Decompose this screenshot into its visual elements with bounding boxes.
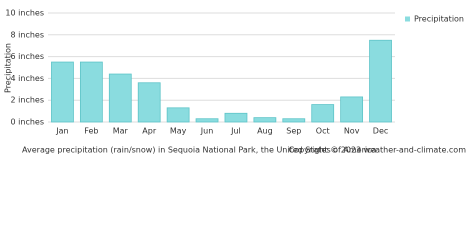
x-tick-label: Jan bbox=[55, 127, 68, 136]
x-tick-label: Nov bbox=[344, 127, 360, 136]
legend-swatch bbox=[405, 16, 410, 22]
y-tick-label: 10 inches bbox=[5, 9, 44, 18]
copyright: Copyright © 2023 weather-and-climate.com bbox=[289, 146, 467, 155]
x-tick-label: Oct bbox=[316, 127, 330, 136]
bar bbox=[51, 61, 74, 123]
legend-label: Precipitation bbox=[414, 15, 464, 24]
y-tick-label: 8 inches bbox=[11, 30, 44, 39]
y-axis-label: Precipitation bbox=[4, 43, 13, 93]
chart: Precipitation Average precipitation (rai… bbox=[4, 9, 467, 155]
bar bbox=[108, 73, 132, 123]
x-tick-label: Jul bbox=[230, 127, 241, 136]
bar bbox=[282, 118, 306, 123]
y-tick-label: 6 inches bbox=[11, 52, 44, 61]
y-tick-label: 4 inches bbox=[11, 74, 44, 83]
bar bbox=[166, 107, 190, 123]
x-tick-label: Dec bbox=[373, 127, 388, 136]
x-tick-label: Mar bbox=[113, 127, 129, 136]
x-tick-label: Sep bbox=[286, 127, 301, 136]
x-tick-label: Apr bbox=[142, 127, 157, 136]
chart-title: Average precipitation (rain/snow) in Seq… bbox=[22, 146, 377, 155]
bar bbox=[340, 96, 364, 123]
bar bbox=[311, 104, 335, 123]
x-tick-label: Aug bbox=[257, 127, 273, 136]
bar bbox=[369, 39, 392, 123]
bar bbox=[195, 118, 219, 123]
x-tick-label: May bbox=[170, 127, 187, 136]
x-tick-label: Jun bbox=[200, 127, 214, 136]
y-tick-label: 2 inches bbox=[11, 96, 44, 105]
bar bbox=[137, 82, 161, 123]
bar bbox=[224, 112, 248, 123]
bar bbox=[79, 61, 103, 123]
y-tick-label: 0 inches bbox=[11, 118, 44, 127]
x-tick-label: Feb bbox=[84, 127, 98, 136]
bar bbox=[253, 117, 277, 123]
